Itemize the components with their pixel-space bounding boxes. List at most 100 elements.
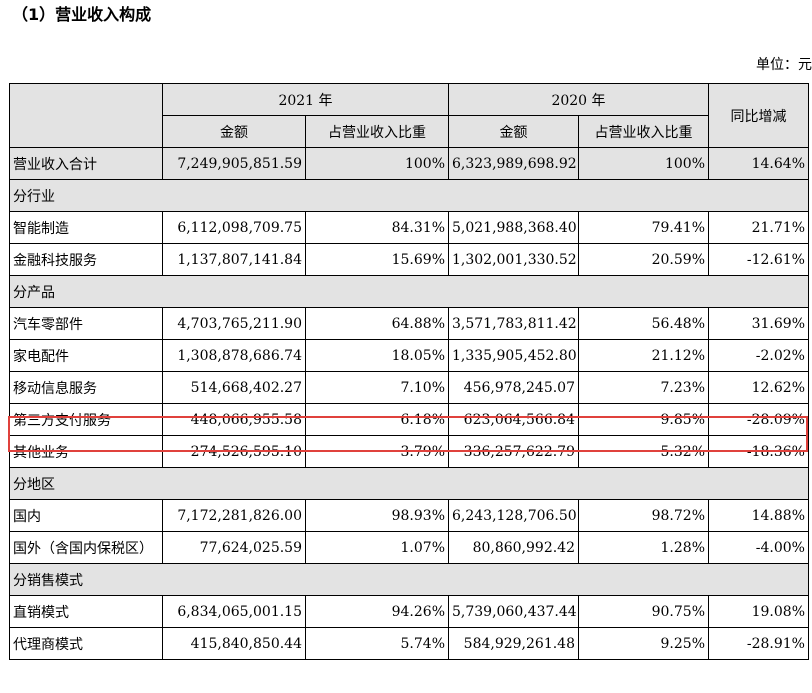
row-label: 直销模式 [9,595,163,628]
cell-ratio-2021: 64.88% [305,307,449,340]
cell-ratio-2021: 6.18% [305,403,449,436]
section-row: 分产品 [9,275,809,308]
header-year-2021: 2021 年 [162,83,449,116]
cell-yoy: -12.61% [708,243,809,276]
section-row: 分行业 [9,179,809,212]
cell-yoy: 12.62% [708,371,809,404]
cell-yoy: 19.08% [708,595,809,628]
cell-ratio-2021: 94.26% [305,595,449,628]
cell-yoy: -28.91% [708,627,809,660]
cell-ratio-2021: 3.79% [305,435,449,468]
table-row: 家电配件 1,308,878,686.74 18.05% 1,335,905,452.… [9,339,809,372]
page-title: （1）营业收入构成 [12,5,152,24]
cell-ratio-2020: 98.72% [578,499,709,532]
table-row: 国外（含国内保税区） 77,624,025.59 1.07% 80,860,992.4… [9,531,809,564]
row-label: 代理商模式 [9,627,163,660]
header-ratio-2020: 占营业收入比重 [578,115,709,148]
cell-yoy: 31.69% [708,307,809,340]
row-label: 金融科技服务 [9,243,163,276]
total-ratio-2021: 100% [305,147,449,180]
row-label: 家电配件 [9,339,163,372]
header-yoy: 同比增减 [708,83,809,148]
cell-yoy: -18.36% [708,435,809,468]
cell-amount-2020: 1,335,905,452.80 [448,339,579,372]
cell-ratio-2020: 9.85% [578,403,709,436]
cell-ratio-2021: 1.07% [305,531,449,564]
table-row: 直销模式 6,834,065,001.15 94.26% 5,739,060,437.… [9,595,809,628]
total-label: 营业收入合计 [9,147,163,180]
cell-ratio-2021: 5.74% [305,627,449,660]
cell-ratio-2021: 84.31% [305,211,449,244]
header-amount-2021: 金额 [162,115,306,148]
cell-ratio-2020: 21.12% [578,339,709,372]
section-label: 分销售模式 [9,563,809,596]
table-row: 国内 7,172,281,826.00 98.93% 6,243,128,706.50… [9,499,809,532]
cell-amount-2020: 1,302,001,330.52 [448,243,579,276]
cell-amount-2020: 5,739,060,437.44 [448,595,579,628]
row-label: 移动信息服务 [9,371,163,404]
cell-ratio-2021: 15.69% [305,243,449,276]
cell-yoy: 21.71% [708,211,809,244]
table-row: 第三方支付服务 448,066,955.58 6.18% 623,064,566.84… [9,403,809,436]
section-label: 分地区 [9,467,809,500]
cell-ratio-2020: 56.48% [578,307,709,340]
total-amount-2021: 7,249,905,851.59 [162,147,306,180]
total-amount-2020: 6,323,989,698.92 [448,147,579,180]
cell-amount-2021: 4,703,765,211.90 [162,307,306,340]
row-label: 汽车零部件 [9,307,163,340]
cell-amount-2020: 584,929,261.48 [448,627,579,660]
cell-amount-2021: 448,066,955.58 [162,403,306,436]
cell-ratio-2020: 1.28% [578,531,709,564]
cell-ratio-2021: 18.05% [305,339,449,372]
cell-ratio-2021: 98.93% [305,499,449,532]
table-body: 营业收入合计 7,249,905,851.59 100% 6,323,989,6… [9,147,809,660]
revenue-table: 2021 年 2020 年 同比增减 金额 占营业收入比重 金额 占营业收入比重… [9,83,809,660]
section-label: 分产品 [9,275,809,308]
header-year-2020: 2020 年 [448,83,709,116]
section-row: 分销售模式 [9,563,809,596]
cell-amount-2021: 1,308,878,686.74 [162,339,306,372]
cell-amount-2021: 7,172,281,826.00 [162,499,306,532]
cell-amount-2020: 5,021,988,368.40 [448,211,579,244]
cell-ratio-2020: 79.41% [578,211,709,244]
cell-ratio-2020: 90.75% [578,595,709,628]
total-row: 营业收入合计 7,249,905,851.59 100% 6,323,989,6… [9,147,809,180]
cell-yoy: -28.09% [708,403,809,436]
cell-ratio-2020: 7.23% [578,371,709,404]
row-label: 第三方支付服务 [9,403,163,436]
section-label: 分行业 [9,179,809,212]
cell-amount-2021: 415,840,850.44 [162,627,306,660]
cell-amount-2021: 1,137,807,141.84 [162,243,306,276]
cell-yoy: -4.00% [708,531,809,564]
header-label-blank [9,83,163,148]
cell-amount-2021: 6,112,098,709.75 [162,211,306,244]
table-row: 其他业务 274,526,595.10 3.79% 336,257,622.79 5.3… [9,435,809,468]
total-yoy: 14.64% [708,147,809,180]
section-row: 分地区 [9,467,809,500]
cell-amount-2020: 3,571,783,811.42 [448,307,579,340]
table-header: 2021 年 2020 年 同比增减 金额 占营业收入比重 金额 占营业收入比重 [9,83,809,148]
cell-amount-2021: 514,668,402.27 [162,371,306,404]
cell-amount-2020: 456,978,245.07 [448,371,579,404]
cell-ratio-2020: 9.25% [578,627,709,660]
cell-amount-2021: 274,526,595.10 [162,435,306,468]
unit-label: 单位：元 [756,57,812,73]
total-ratio-2020: 100% [578,147,709,180]
row-label: 国内 [9,499,163,532]
cell-amount-2020: 623,064,566.84 [448,403,579,436]
cell-ratio-2021: 7.10% [305,371,449,404]
cell-amount-2021: 77,624,025.59 [162,531,306,564]
table-row: 汽车零部件 4,703,765,211.90 64.88% 3,571,783,811… [9,307,809,340]
table-row: 代理商模式 415,840,850.44 5.74% 584,929,261.48 9.… [9,627,809,660]
table-row: 金融科技服务 1,137,807,141.84 15.69% 1,302,001,33… [9,243,809,276]
row-label: 国外（含国内保税区） [9,531,163,564]
row-label: 其他业务 [9,435,163,468]
cell-amount-2020: 80,860,992.42 [448,531,579,564]
row-label: 智能制造 [9,211,163,244]
cell-yoy: 14.88% [708,499,809,532]
cell-amount-2020: 6,243,128,706.50 [448,499,579,532]
cell-amount-2020: 336,257,622.79 [448,435,579,468]
header-ratio-2021: 占营业收入比重 [305,115,449,148]
cell-ratio-2020: 5.32% [578,435,709,468]
cell-yoy: -2.02% [708,339,809,372]
